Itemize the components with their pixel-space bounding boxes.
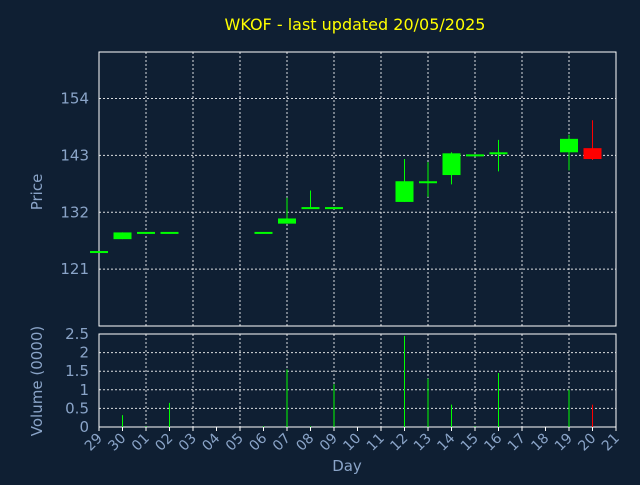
candle-body xyxy=(466,154,484,157)
candle-body xyxy=(301,207,320,210)
candle-body xyxy=(90,251,108,254)
volume-tick-label: 1 xyxy=(79,381,89,399)
price-tick-label: 154 xyxy=(60,90,89,108)
volume-tick-label: 0 xyxy=(79,418,89,436)
candle-body xyxy=(160,231,179,234)
candle-body xyxy=(278,218,296,224)
price-tick-label: 121 xyxy=(60,260,89,278)
price-tick-label: 132 xyxy=(60,203,89,221)
candle-body xyxy=(442,153,461,176)
candle-body xyxy=(254,231,273,234)
candle-body xyxy=(583,148,602,160)
volume-tick-label: 2.5 xyxy=(65,325,89,343)
volume-tick-label: 0.5 xyxy=(65,399,89,417)
candle-body xyxy=(489,152,508,155)
candle-body xyxy=(137,231,155,234)
chart-title: WKOF - last updated 20/05/2025 xyxy=(225,15,486,34)
candle-body xyxy=(419,181,437,184)
candle-body xyxy=(113,232,132,240)
price-panel-frame xyxy=(98,51,617,327)
candle-body xyxy=(395,181,414,202)
price-axis-label: Price xyxy=(28,174,46,211)
volume-tick-label: 2 xyxy=(79,344,89,362)
price-panel: 121 132 143 154 xyxy=(60,51,617,327)
volume-axis-label: Volume (0000) xyxy=(28,326,46,436)
candle-body xyxy=(560,138,578,153)
volume-tick-label: 1.5 xyxy=(65,362,89,380)
x-axis-label: Day xyxy=(332,457,362,475)
price-tick-label: 143 xyxy=(60,146,89,164)
candle-body xyxy=(325,207,343,210)
